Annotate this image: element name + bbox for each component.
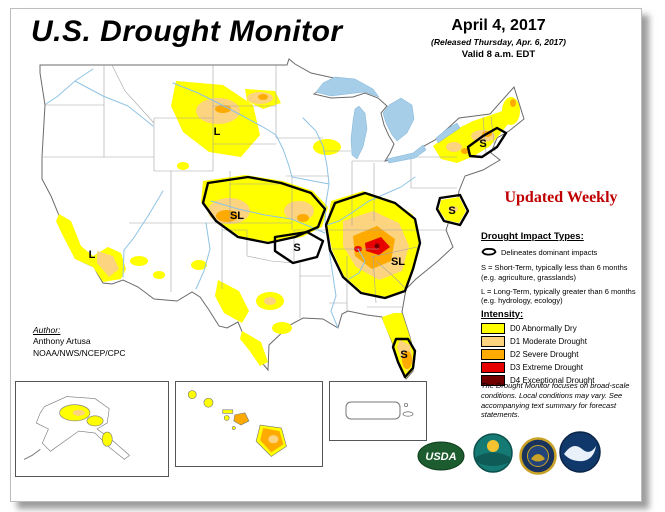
d0-swatch [481, 323, 505, 334]
map-label-plains: SL [230, 210, 244, 222]
lake-michigan [350, 105, 368, 160]
rivers [45, 68, 416, 329]
ndmc-logo [473, 433, 513, 478]
hawaii-inset [175, 381, 323, 467]
impact-types-header: Drought Impact Types: [481, 231, 584, 242]
page-title: U.S. Drought Monitor [31, 15, 343, 48]
lake-superior [315, 76, 380, 98]
impact-outlines [201, 126, 508, 379]
map-label-montana: L [214, 126, 221, 138]
d0-label: D0 Abnormally Dry [510, 324, 577, 333]
impact-delineates-text: Delineates dominant impacts [501, 248, 598, 258]
usda-logo: USDA [417, 441, 465, 476]
lake-ontario [435, 122, 461, 144]
impact-types-legend: Drought Impact Types: Delineates dominan… [481, 231, 641, 310]
d1-label: D1 Moderate Drought [510, 337, 587, 346]
map-label-south-plains: S [293, 242, 300, 254]
map-date: April 4, 2017 [451, 17, 546, 34]
author-block: Author: Anthony Artusa NOAA/NWS/NCEP/CPC [33, 325, 126, 359]
d2-label: D2 Severe Drought [510, 350, 579, 359]
puerto-rico-inset [329, 381, 427, 441]
date-block: April 4, 2017 (Released Thursday, Apr. 6… [396, 17, 601, 60]
impact-outline-mid-atlantic [435, 193, 470, 227]
release-date: (Released Thursday, Apr. 6, 2017) [431, 37, 566, 47]
d2-swatch [481, 349, 505, 360]
intensity-legend: Intensity: D0 Abnormally Dry D1 Moderate… [481, 309, 641, 388]
d4-swatch [481, 375, 505, 386]
drought-monitor-figure: U.S. Drought Monitor April 4, 2017 (Rele… [10, 8, 642, 502]
noaa-logo [559, 431, 601, 478]
impact-outline-southeast [324, 191, 422, 300]
legend-row-d1: D1 Moderate Drought [481, 336, 641, 347]
legend-row-d0: D0 Abnormally Dry [481, 323, 641, 334]
legend-row-d4: D4 Exceptional Drought [481, 375, 641, 386]
lake-erie [386, 144, 427, 164]
author-name: Anthony Artusa [33, 336, 91, 347]
map-label-northeast: S [479, 138, 486, 150]
delineation-blob-icon [481, 247, 497, 259]
intensity-header: Intensity: [481, 309, 524, 320]
impact-long-term-text: L = Long-Term, typically greater than 6 … [481, 286, 636, 306]
impact-short-term-text: S = Short-Term, typically less than 6 mo… [481, 263, 628, 282]
commerce-seal-logo [519, 437, 557, 480]
lake-huron [382, 97, 415, 142]
impact-outline-florida [391, 337, 417, 379]
map-label-mid-atlantic: S [448, 205, 455, 217]
author-label: Author: [33, 325, 61, 335]
legend-row-d3: D3 Extreme Drought [481, 362, 641, 373]
usda-logo-text: USDA [425, 451, 456, 463]
map-label-southeast: SL [391, 256, 405, 268]
legend-row-d2: D2 Severe Drought [481, 349, 641, 360]
d1-swatch [481, 336, 505, 347]
updated-weekly-text: Updated Weekly [504, 189, 618, 206]
map-label-florida: S [400, 349, 407, 361]
d4-label: D4 Exceptional Drought [510, 376, 595, 385]
hawaii-map [187, 390, 287, 457]
valid-time: Valid 8 a.m. EDT [461, 49, 536, 60]
conus-map: L L SL S SL S S S [39, 58, 525, 380]
impact-outline-south-plains [273, 230, 325, 265]
impact-outline-northeast [466, 126, 508, 159]
d4-areas [374, 243, 380, 249]
puerto-rico-map [345, 401, 414, 420]
d3-label: D3 Extreme Drought [510, 363, 583, 372]
disclaimer-text: The Drought Monitor focuses on broad-sca… [481, 381, 630, 420]
alaska-map [23, 396, 130, 460]
map-label-socal: L [89, 249, 96, 261]
alaska-inset [15, 381, 169, 477]
impact-labels: L L SL S SL S S S [89, 126, 487, 361]
author-org: NOAA/NWS/NCEP/CPC [33, 347, 126, 358]
d3-swatch [481, 362, 505, 373]
great-lakes [315, 76, 461, 164]
